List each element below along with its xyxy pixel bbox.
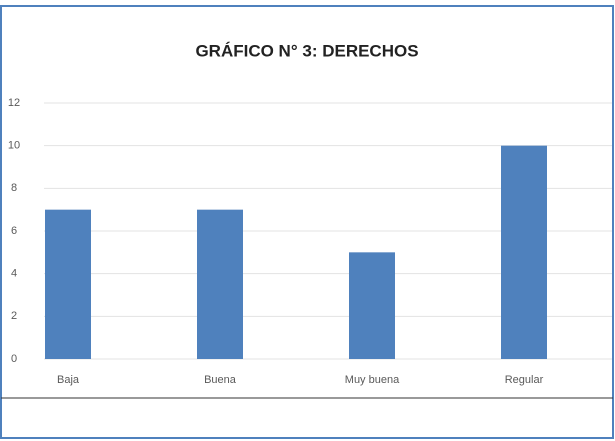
x-tick-label: Regular bbox=[505, 374, 544, 386]
chart-title: GRÁFICO N° 3: DERECHOS bbox=[195, 41, 418, 60]
bar bbox=[197, 209, 243, 359]
bar bbox=[349, 252, 395, 359]
y-tick-label: 4 bbox=[11, 268, 17, 280]
x-tick-label: Baja bbox=[57, 374, 80, 386]
x-tick-label: Muy buena bbox=[345, 374, 400, 386]
y-tick-label: 8 bbox=[11, 182, 17, 194]
bar bbox=[501, 145, 547, 359]
y-tick-label: 12 bbox=[8, 97, 20, 109]
bar bbox=[45, 209, 91, 359]
y-tick-label: 6 bbox=[11, 225, 17, 237]
y-tick-label: 2 bbox=[11, 310, 17, 322]
y-tick-label: 10 bbox=[8, 140, 20, 152]
y-tick-label: 0 bbox=[11, 353, 17, 365]
x-tick-label: Buena bbox=[204, 374, 237, 386]
